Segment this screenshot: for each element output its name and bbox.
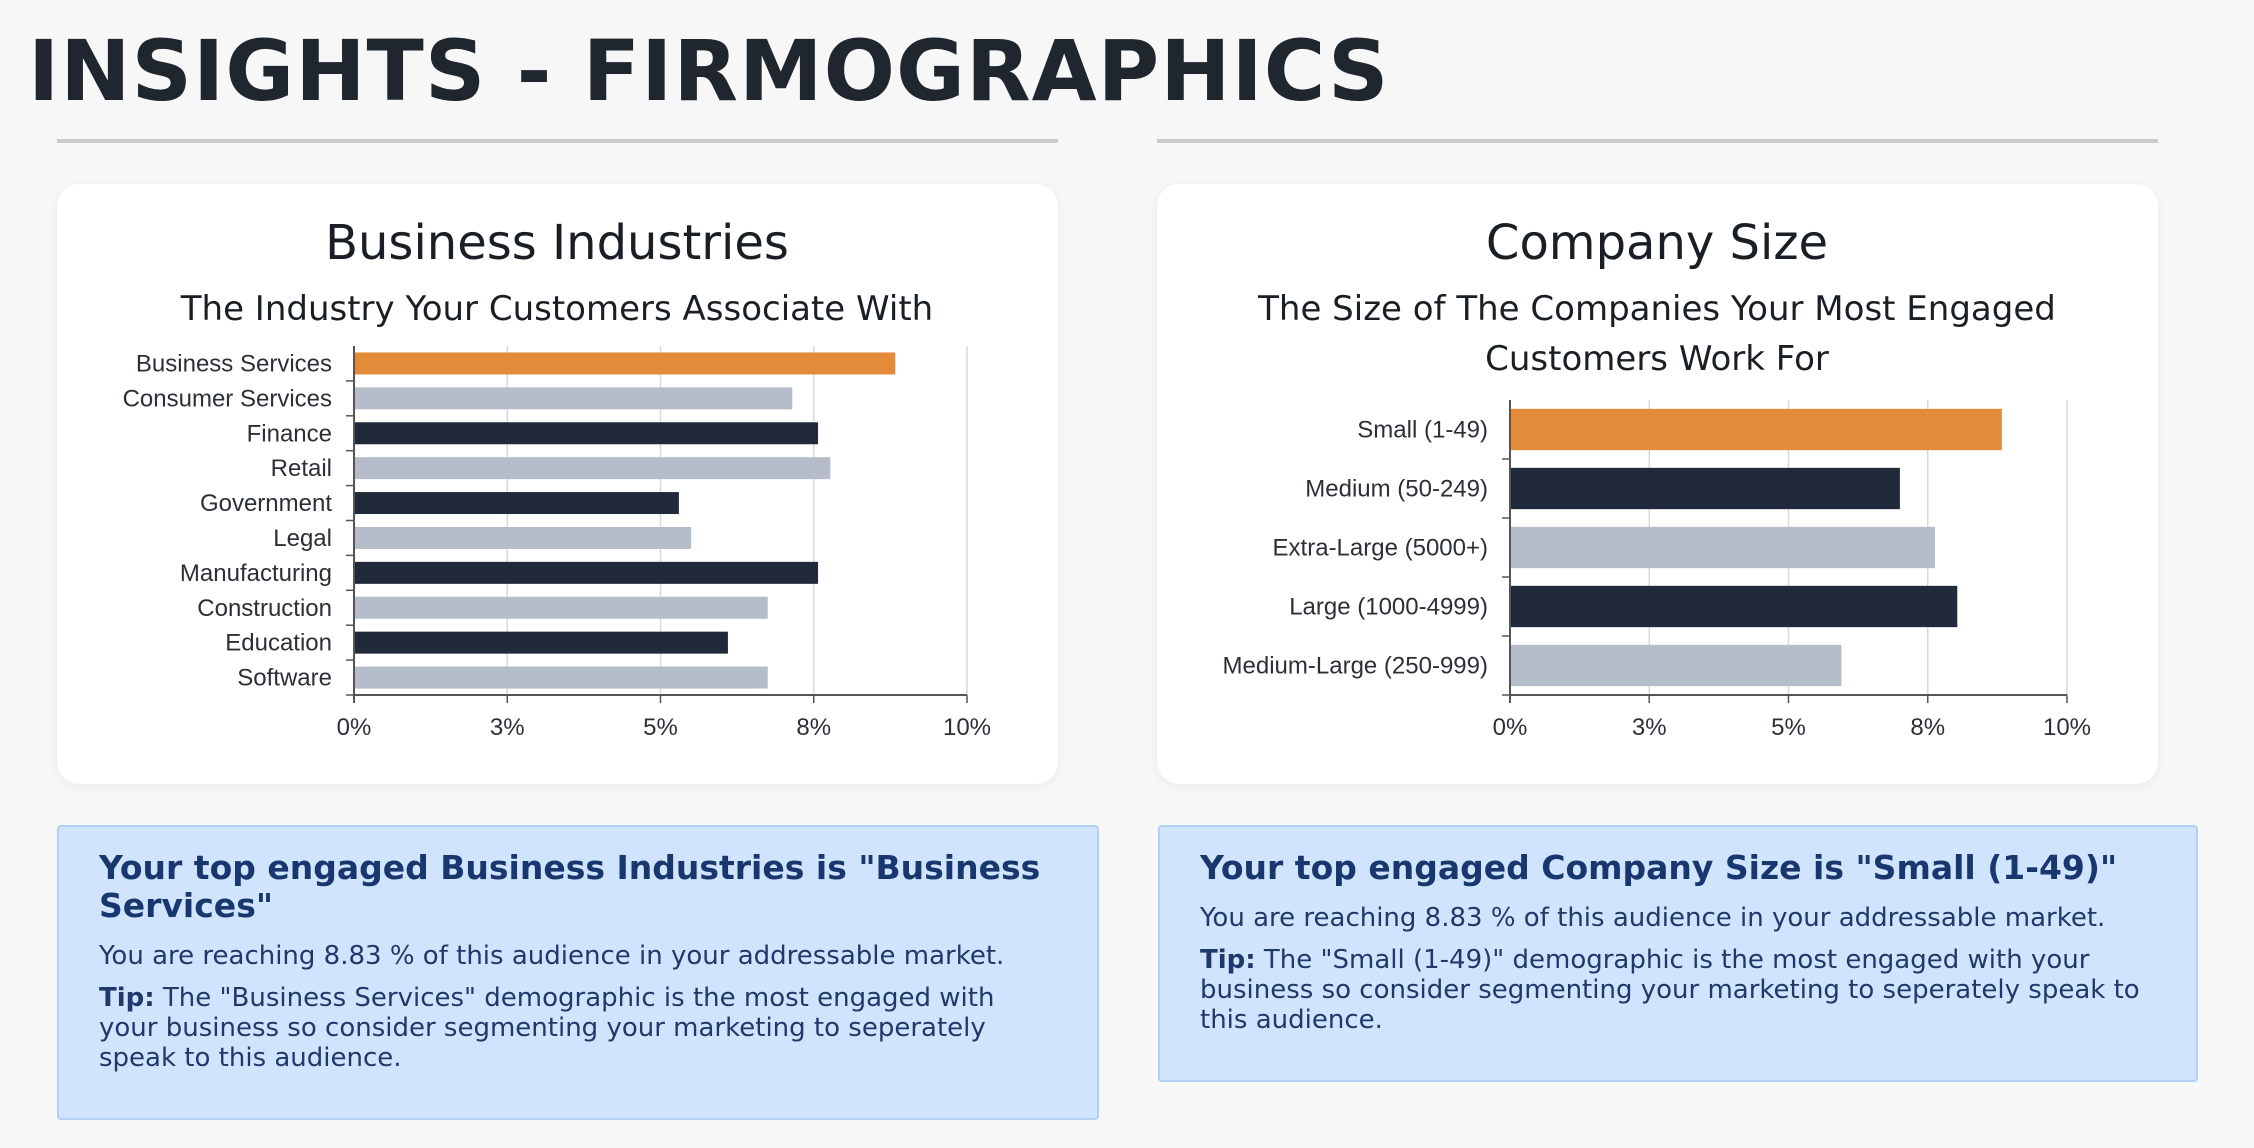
x-tick-label: 3% — [1632, 714, 1667, 741]
chart-title: Company Size — [1486, 215, 1828, 271]
category-label: Education — [225, 630, 332, 657]
category-label: Extra-Large (5000+) — [1273, 535, 1488, 562]
x-tick-label: 5% — [1771, 714, 1806, 741]
category-label: Legal — [273, 525, 332, 552]
company-size-card: Company Size The Size of The Companies Yo… — [1157, 184, 2158, 784]
bar — [1510, 526, 1935, 569]
bar — [354, 631, 728, 654]
x-tick-label: 5% — [643, 714, 678, 741]
bar — [354, 492, 679, 515]
category-label: Medium-Large (250-999) — [1223, 653, 1488, 680]
category-label: Retail — [271, 455, 332, 482]
size-insight-heading: Your top engaged Company Size is "Small … — [1200, 848, 2118, 887]
size-tip-label: Tip: — [1200, 945, 1256, 975]
bar — [354, 596, 768, 619]
category-label: Business Services — [136, 350, 332, 377]
bar — [1510, 467, 1900, 510]
size-reach-text: You are reaching 8.83 % of this audience… — [1200, 903, 2106, 933]
chart-subtitle: The Industry Your Customers Associate Wi… — [180, 289, 933, 329]
size-tip: Tip: The "Small (1-49)" demographic is t… — [1200, 945, 2156, 1035]
bar — [354, 526, 692, 549]
category-label: Large (1000-4999) — [1289, 594, 1488, 621]
chart-subtitle: Customers Work For — [1485, 339, 1829, 379]
industries-insight-heading: Your top engaged Business Industries is … — [99, 848, 1041, 925]
bar — [1510, 644, 1842, 687]
bar — [354, 561, 819, 584]
business-industries-chart: Business Industries The Industry Your Cus… — [123, 215, 991, 741]
industries-tip: Tip: The "Business Services" demographic… — [99, 983, 1057, 1073]
category-label: Manufacturing — [180, 560, 332, 587]
x-tick-label: 0% — [1493, 714, 1528, 741]
category-label: Consumer Services — [123, 385, 332, 412]
section-divider-right — [1157, 139, 2158, 143]
bar — [1510, 585, 1958, 628]
x-tick-label: 8% — [1910, 714, 1945, 741]
bar — [1510, 408, 2002, 451]
size-tip-text: The "Small (1-49)" demographic is the mo… — [1200, 945, 2140, 1035]
industries-reach-text: You are reaching 8.83 % of this audience… — [99, 941, 1005, 971]
chart-subtitle: The Size of The Companies Your Most Enga… — [1257, 289, 2056, 329]
category-label: Software — [237, 665, 332, 692]
section-divider-left — [57, 139, 1058, 143]
bar — [354, 352, 896, 375]
bar — [354, 666, 768, 689]
bar — [354, 387, 793, 410]
x-tick-label: 0% — [337, 714, 372, 741]
category-label: Small (1-49) — [1357, 417, 1488, 444]
x-tick-label: 10% — [943, 714, 991, 741]
category-label: Finance — [247, 420, 332, 447]
chart-title: Business Industries — [325, 215, 789, 271]
category-label: Construction — [197, 595, 332, 622]
bar — [354, 422, 819, 445]
industries-tip-label: Tip: — [99, 983, 155, 1013]
page-title: INSIGHTS - FIRMOGRAPHICS — [28, 22, 1390, 120]
industries-tip-text: The "Business Services" demographic is t… — [99, 983, 995, 1073]
x-tick-label: 8% — [796, 714, 831, 741]
x-tick-label: 3% — [490, 714, 525, 741]
x-tick-label: 10% — [2043, 714, 2091, 741]
category-label: Government — [200, 490, 332, 517]
category-label: Medium (50-249) — [1305, 476, 1488, 503]
size-insight-box: Your top engaged Company Size is "Small … — [1158, 825, 2198, 1082]
industries-insight-box: Your top engaged Business Industries is … — [57, 825, 1099, 1120]
bar — [354, 457, 831, 480]
business-industries-card: Business Industries The Industry Your Cus… — [57, 184, 1058, 784]
company-size-chart: Company Size The Size of The Companies Yo… — [1223, 215, 2091, 741]
